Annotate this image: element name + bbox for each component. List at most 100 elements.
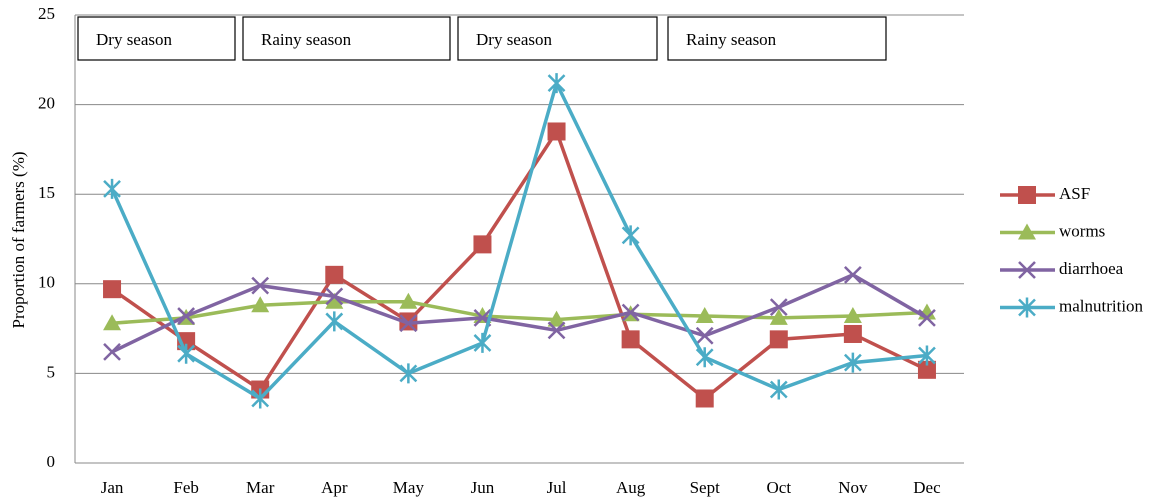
marker-part: [473, 332, 492, 353]
marker: [547, 310, 566, 327]
marker: [177, 343, 196, 364]
x-tick-label: Jun: [471, 478, 495, 497]
marker-part: [769, 308, 788, 325]
marker-part: [769, 330, 788, 349]
legend-label: ASF: [1059, 184, 1090, 203]
marker-part: [769, 298, 788, 316]
y-tick-label: 10: [38, 273, 55, 292]
marker: [103, 178, 121, 199]
season-box: [77, 16, 236, 61]
y-tick-label: 25: [38, 4, 55, 23]
marker: [325, 311, 344, 332]
marker: [918, 345, 936, 366]
marker-part: [103, 178, 121, 199]
marker-part: [918, 345, 936, 366]
marker-part: [547, 122, 566, 141]
marker-part: [621, 225, 640, 246]
marker: [399, 363, 418, 384]
marker: [325, 287, 344, 306]
x-tick-label: Jul: [547, 478, 567, 497]
marker: [769, 298, 788, 316]
marker-part: [843, 265, 862, 284]
marker-part: [695, 326, 714, 345]
marker: [473, 332, 492, 353]
marker: [103, 280, 122, 299]
marker: [1018, 261, 1036, 279]
marker: [769, 308, 788, 325]
marker: [547, 122, 566, 141]
marker-part: [177, 307, 196, 325]
marker: [251, 388, 270, 409]
marker: [769, 330, 788, 349]
x-tick-label: Dec: [913, 478, 941, 497]
marker-part: [399, 292, 418, 309]
marker: [325, 265, 344, 284]
legend-label: malnutrition: [1059, 296, 1144, 315]
marker: [621, 303, 640, 322]
season-label: Dry season: [476, 30, 553, 49]
marker-part: [251, 296, 270, 313]
y-tick-label: 15: [38, 183, 55, 202]
marker: [547, 321, 566, 340]
x-tick-label: May: [393, 478, 425, 497]
marker: [843, 324, 862, 343]
marker-part: [1018, 261, 1036, 279]
marker: [1018, 223, 1036, 240]
marker: [843, 265, 862, 284]
marker: [843, 307, 862, 324]
marker-part: [695, 307, 714, 324]
marker: [399, 292, 418, 309]
marker-part: [547, 310, 566, 327]
marker-part: [325, 287, 344, 306]
series-line: [111, 299, 928, 325]
marker-part: [1018, 223, 1036, 240]
marker-part: [103, 343, 121, 361]
marker: [621, 330, 640, 349]
x-tick-label: Aug: [616, 478, 646, 497]
marker-part: [547, 321, 566, 340]
season-label: Rainy season: [686, 30, 777, 49]
marker: [769, 379, 788, 400]
marker: [399, 314, 418, 333]
marker: [695, 389, 714, 408]
marker: [103, 343, 121, 361]
x-tick-label: Apr: [321, 478, 348, 497]
x-tick-label: Sept: [690, 478, 721, 497]
marker-part: [251, 276, 270, 295]
x-tick-label: Mar: [246, 478, 275, 497]
marker: [103, 314, 122, 331]
marker-part: [103, 280, 122, 299]
marker: [251, 276, 270, 295]
season-label: Dry season: [96, 30, 173, 49]
marker: [177, 307, 196, 325]
marker: [1018, 297, 1036, 318]
marker-part: [251, 388, 270, 409]
legend-label: diarrhoea: [1059, 259, 1124, 278]
marker-part: [177, 343, 196, 364]
marker-part: [918, 308, 936, 327]
marker-part: [103, 314, 122, 331]
series-line: [111, 127, 928, 401]
marker-part: [843, 324, 862, 343]
marker-part: [1018, 186, 1036, 204]
x-tick-label: Nov: [838, 478, 868, 497]
marker-part: [473, 235, 492, 254]
marker-part: [547, 73, 566, 94]
marker-part: [695, 347, 714, 368]
marker: [917, 360, 936, 379]
y-tick-label: 20: [38, 94, 55, 113]
marker: [325, 292, 344, 309]
season-box: [242, 16, 451, 61]
series-line: [110, 78, 928, 401]
marker: [1018, 186, 1036, 204]
marker-part: [621, 303, 640, 322]
marker-part: [769, 379, 788, 400]
season-label: Rainy season: [261, 30, 352, 49]
marker-part: [325, 311, 344, 332]
legend-label: worms: [1059, 221, 1105, 240]
marker-part: [325, 292, 344, 309]
marker-part: [399, 363, 418, 384]
y-axis-label: Proportion of farmers (%): [9, 151, 28, 328]
marker: [621, 225, 640, 246]
